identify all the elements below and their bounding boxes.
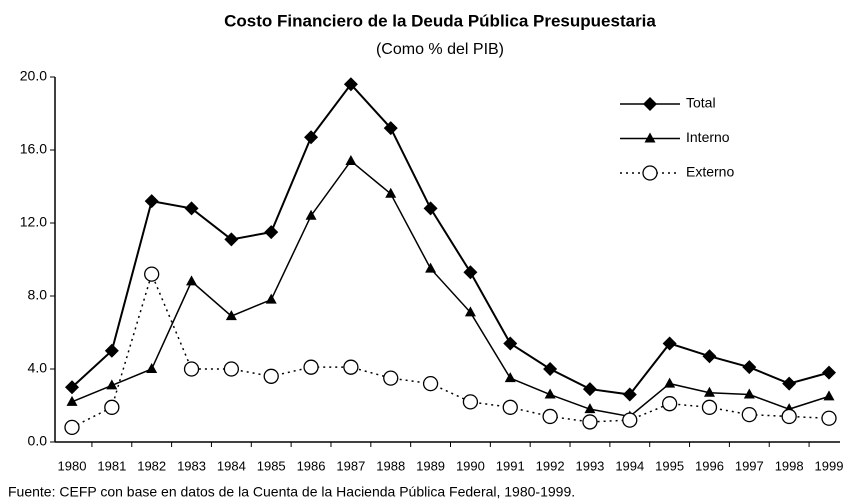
point	[383, 370, 399, 386]
point	[265, 293, 277, 304]
point	[622, 387, 637, 402]
legend-marker	[644, 132, 656, 143]
y-tick-label: 0.0	[28, 433, 48, 449]
x-tick-label: 1983	[177, 458, 206, 473]
point	[225, 310, 237, 321]
point	[504, 372, 516, 383]
x-tick-label: 1981	[97, 458, 126, 473]
x-tick-label: 1982	[137, 458, 166, 473]
x-tick-label: 1990	[456, 458, 485, 473]
x-tick-label: 1989	[416, 458, 445, 473]
point	[661, 396, 678, 412]
point	[183, 361, 200, 377]
point	[462, 394, 479, 410]
point	[104, 343, 119, 358]
point	[584, 403, 596, 414]
point	[542, 408, 558, 425]
x-tick-label: 1992	[536, 458, 565, 473]
point	[822, 365, 836, 380]
x-tick-label: 1995	[655, 458, 684, 473]
point	[146, 363, 158, 373]
point	[264, 225, 279, 240]
x-tick-label: 1998	[775, 458, 804, 473]
legend-label: Total	[686, 95, 716, 111]
point	[702, 349, 717, 364]
legend-marker	[642, 165, 658, 181]
point	[305, 209, 317, 220]
point	[425, 262, 437, 273]
point	[383, 121, 398, 136]
x-tick-label: 1980	[58, 458, 87, 473]
point	[543, 362, 558, 376]
point	[742, 360, 757, 375]
point	[224, 232, 239, 247]
x-tick-label: 1988	[376, 458, 405, 473]
point	[65, 380, 79, 395]
point	[385, 187, 397, 198]
point	[664, 377, 676, 388]
point	[464, 306, 476, 317]
x-tick-label: 1985	[257, 458, 286, 473]
point	[781, 408, 797, 425]
point	[503, 336, 518, 351]
point	[743, 388, 755, 399]
y-tick-label: 20.0	[20, 68, 47, 84]
point	[423, 201, 438, 216]
source-note: Fuente: CEFP con base en datos de la Cue…	[8, 484, 575, 500]
point	[223, 361, 240, 377]
point	[343, 359, 359, 375]
x-tick-label: 1987	[336, 458, 365, 473]
point	[144, 194, 159, 209]
chart-subtitle: (Como % del PIB)	[376, 41, 504, 58]
x-tick-label: 1996	[695, 458, 724, 473]
point	[662, 336, 677, 351]
point	[106, 379, 118, 390]
y-tick-label: 4.0	[28, 360, 48, 376]
legend-label: Interno	[686, 129, 730, 145]
point	[502, 399, 518, 415]
point	[544, 388, 556, 399]
point	[66, 395, 78, 406]
point	[582, 414, 598, 430]
point	[703, 386, 715, 397]
legend-label: Externo	[686, 164, 734, 180]
x-tick-label: 1994	[615, 458, 644, 473]
point	[104, 399, 120, 415]
point	[701, 399, 718, 415]
chart-title: Costo Financiero de la Deuda Pública Pre…	[224, 11, 656, 30]
y-tick-label: 16.0	[20, 141, 47, 157]
point	[184, 201, 199, 216]
x-tick-label: 1984	[217, 458, 246, 473]
point	[782, 376, 797, 391]
x-tick-label: 1993	[575, 458, 604, 473]
point	[304, 130, 319, 145]
legend-marker	[643, 97, 657, 111]
point	[741, 406, 757, 423]
point	[622, 412, 638, 428]
point	[64, 419, 80, 436]
point	[345, 154, 357, 165]
point	[821, 410, 837, 426]
series-line	[71, 159, 830, 418]
point	[582, 382, 597, 397]
point	[186, 275, 198, 286]
point	[463, 265, 478, 280]
point	[303, 359, 319, 375]
point	[422, 375, 439, 392]
y-tick-label: 12.0	[20, 214, 47, 230]
series-line	[71, 82, 830, 396]
x-tick-label: 1986	[297, 458, 326, 473]
y-tick-label: 8.0	[28, 287, 48, 303]
x-tick-label: 1991	[496, 458, 525, 473]
point	[144, 266, 160, 282]
point	[263, 368, 279, 384]
point	[343, 77, 358, 92]
point	[823, 390, 835, 401]
x-tick-label: 1999	[815, 458, 844, 473]
x-tick-label: 1997	[735, 458, 764, 473]
